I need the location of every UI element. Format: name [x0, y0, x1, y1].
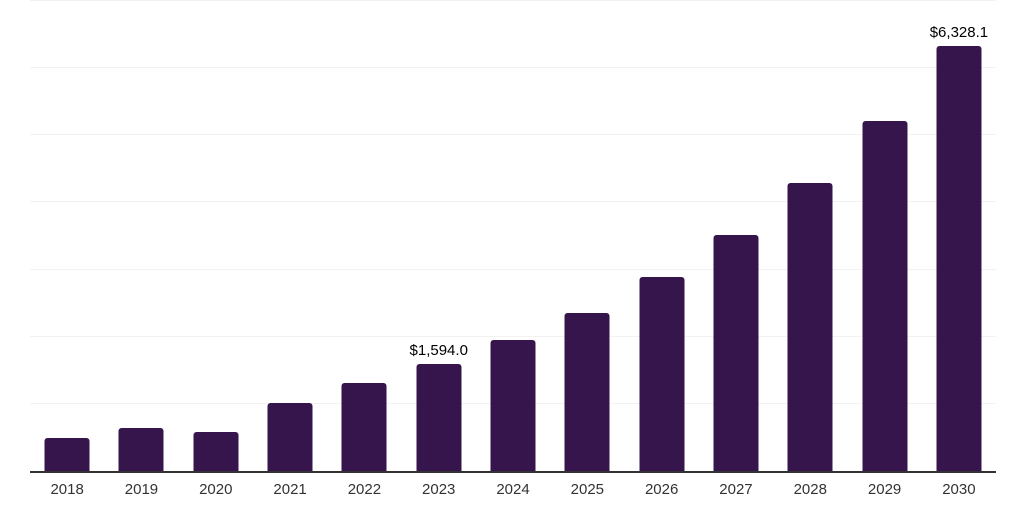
x-tick-label-2027: 2027	[719, 481, 753, 498]
x-axis-line	[30, 471, 996, 473]
gridline	[30, 67, 996, 69]
bar-column-2022	[327, 1, 401, 471]
bar-column-2021	[253, 1, 327, 471]
bars-container: $1,594.0 $6,328.1	[30, 1, 996, 471]
bar-2026	[639, 276, 685, 471]
bar-column-2027	[699, 1, 773, 471]
gridline	[30, 201, 996, 203]
x-tick-label-2022: 2022	[347, 481, 382, 498]
bar-2025	[564, 312, 610, 471]
bar-2019	[118, 428, 164, 471]
bar-2023	[416, 363, 462, 471]
x-tick-label-2028: 2028	[793, 481, 827, 498]
bar-column-2023: $1,594.0	[402, 1, 476, 471]
gridline	[30, 134, 996, 136]
bar-column-2024	[476, 1, 550, 471]
gridline	[30, 335, 996, 337]
x-tick-label-2025: 2025	[570, 481, 605, 498]
bar-2027	[713, 234, 759, 471]
data-label-2030: $6,328.1	[929, 24, 989, 42]
bar-column-2029	[847, 1, 921, 471]
gridline	[30, 0, 996, 1]
x-tick-label-2019: 2019	[124, 481, 159, 498]
gridline	[30, 268, 996, 270]
x-tick-label-2018: 2018	[50, 481, 84, 498]
bar-2030	[936, 46, 982, 471]
data-label-2023: $1,594.0	[409, 341, 468, 359]
bar-2024	[490, 340, 536, 471]
bar-column-2028	[773, 1, 847, 471]
x-tick-label-2020: 2020	[199, 481, 233, 498]
x-tick-label-2030: 2030	[942, 481, 976, 498]
bar-2020	[193, 432, 239, 471]
bar-2018	[44, 437, 90, 471]
bar-column-2019	[104, 1, 178, 471]
bar-2029	[862, 120, 908, 471]
bar-2022	[341, 383, 387, 471]
bar-2028	[787, 182, 833, 471]
bar-2021	[267, 403, 313, 471]
x-tick-label-2021: 2021	[273, 481, 307, 498]
x-tick-label-2029: 2029	[867, 481, 902, 498]
bar-column-2026	[625, 1, 699, 471]
x-tick-label-2026: 2026	[644, 481, 679, 498]
bar-column-2020	[179, 1, 253, 471]
x-axis-labels: 2018 2019 2020 2021 2022 2023 2024 2025 2026 2027…	[30, 479, 996, 500]
x-tick-label-2023: 2023	[422, 481, 456, 498]
x-tick-label-2024: 2024	[496, 481, 530, 498]
plot-area: $1,594.0 $6,328.1	[30, 0, 996, 473]
bar-column-2018	[30, 1, 104, 471]
bar-column-2030: $6,328.1	[922, 1, 996, 471]
bar-column-2025	[550, 1, 624, 471]
